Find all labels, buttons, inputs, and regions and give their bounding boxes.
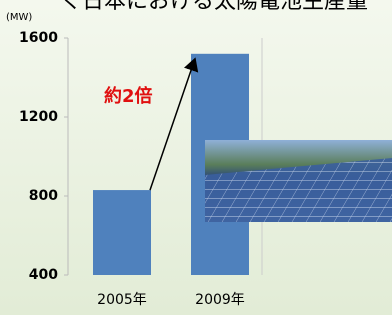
y-tick-label: 400 (29, 267, 58, 283)
y-unit: (MW) (6, 12, 32, 23)
y-tick-label: 1600 (19, 30, 58, 46)
y-tick-label: 1200 (19, 109, 58, 125)
x-tick-label: 2009年 (195, 292, 245, 308)
chart: く日本における太陽電池生産量 (MW) 400 800 1200 1600 2005年 2… (0, 0, 392, 315)
y-tick-label: 800 (29, 188, 58, 204)
chart-title: く日本における太陽電池生産量 (60, 0, 368, 14)
annotation: 約2倍 (104, 85, 153, 107)
bar (93, 190, 151, 275)
x-tick-label: 2005年 (97, 292, 147, 308)
